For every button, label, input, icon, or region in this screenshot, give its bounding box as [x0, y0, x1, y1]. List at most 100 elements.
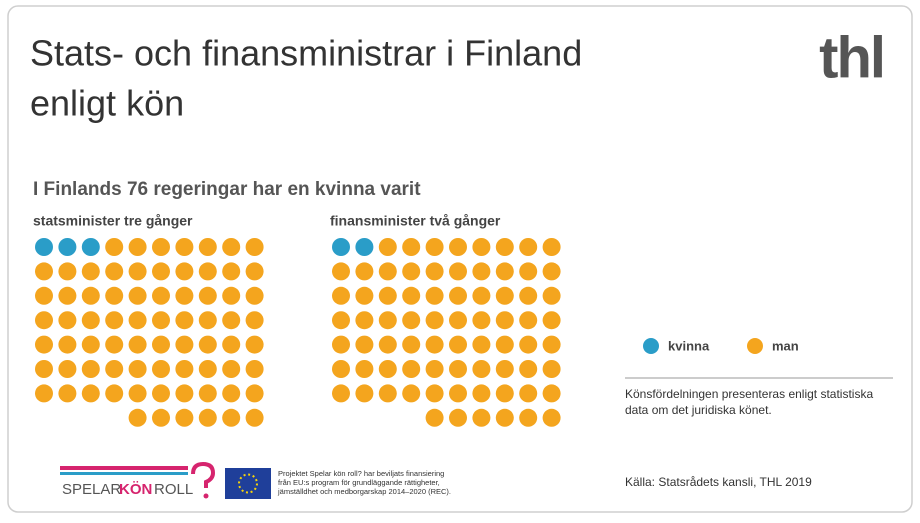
panel-title: statsminister tre gånger [33, 213, 193, 229]
waffle-dot [128, 335, 147, 354]
waffle-dot [175, 384, 194, 403]
waffle-dot [35, 384, 53, 403]
waffle-dot [222, 286, 241, 305]
waffle-dot [425, 360, 444, 378]
waffle-dot [198, 286, 217, 305]
waffle-dot [245, 262, 264, 281]
waffle-dot [402, 384, 421, 403]
waffle-dot [449, 262, 467, 281]
waffle-dot [128, 238, 147, 256]
logo-bar [60, 472, 188, 475]
waffle-dot [152, 238, 170, 256]
waffle-dot [472, 262, 491, 281]
waffle-dot [175, 360, 194, 378]
waffle-dot [425, 384, 444, 403]
waffle-dot [472, 311, 491, 330]
eu-text: jämställdhet och medborgarskap 2014–2020… [277, 487, 451, 496]
legend-swatch [643, 338, 659, 354]
waffle-dot [449, 286, 467, 305]
waffle-dot [542, 408, 561, 427]
title-line: enligt kön [30, 83, 184, 124]
waffle-dot [472, 286, 491, 305]
waffle-dot [105, 360, 124, 378]
waffle-dot [355, 262, 374, 281]
waffle-dot [378, 286, 397, 305]
waffle-dot [175, 286, 194, 305]
logo-word: KÖN [119, 481, 152, 498]
waffle-dot [81, 238, 100, 256]
waffle-dot [152, 335, 170, 354]
waffle-dot [519, 238, 538, 256]
legend-label: man [772, 338, 799, 353]
project-logo: SPELAR KÖN ROLL [60, 461, 216, 499]
waffle-dot [378, 262, 397, 281]
waffle-dot [425, 311, 444, 330]
waffle-dot [332, 384, 350, 403]
waffle-dot [425, 335, 444, 354]
waffle-dot [355, 238, 374, 256]
waffle-dot [495, 360, 514, 378]
waffle-dot [81, 360, 100, 378]
waffle-dot [35, 360, 53, 378]
waffle-dot [245, 286, 264, 305]
waffle-dot [198, 262, 217, 281]
logo-bar [60, 466, 188, 470]
waffle-dot [245, 335, 264, 354]
waffle-dot [449, 311, 467, 330]
waffle-dot [128, 408, 147, 427]
waffle-dot [198, 311, 217, 330]
waffle-dot [425, 262, 444, 281]
waffle-dot [519, 311, 538, 330]
chart-title: I Finlands 76 regeringar har en kvinna v… [33, 179, 421, 200]
waffle-dot [175, 238, 194, 256]
waffle-dot [105, 335, 124, 354]
waffle-dot [152, 262, 170, 281]
waffle-dot [542, 286, 561, 305]
legend-label: kvinna [668, 338, 710, 353]
waffle-dot [58, 335, 77, 354]
waffle-dot [198, 408, 217, 427]
title-line: Stats- och finansministrar i Finland [30, 33, 582, 74]
eu-stars [238, 473, 258, 494]
waffle-dot [152, 286, 170, 305]
waffle-dot [128, 311, 147, 330]
waffle-dot [472, 408, 491, 427]
waffle-dot [332, 311, 350, 330]
waffle-dot [35, 262, 53, 281]
waffle-dot [355, 335, 374, 354]
waffle-dot [105, 238, 124, 256]
waffle-dot [378, 238, 397, 256]
waffle-dot [449, 384, 467, 403]
waffle-dot [355, 311, 374, 330]
waffle-dot [519, 384, 538, 403]
waffle-dot [449, 408, 467, 427]
waffle-dot [355, 384, 374, 403]
waffle-dot [495, 286, 514, 305]
waffle-dot [105, 262, 124, 281]
waffle-dot [425, 408, 444, 427]
waffle-dot [152, 311, 170, 330]
eu-text: Projektet Spelar kön roll? har beviljats… [278, 469, 444, 478]
waffle-dot [519, 360, 538, 378]
waffle-dot [198, 238, 217, 256]
waffle-dot [81, 335, 100, 354]
waffle-dot [449, 360, 467, 378]
waffle-dot [245, 238, 264, 256]
waffle-dot [472, 335, 491, 354]
waffle-dot [402, 262, 421, 281]
waffle-dot [222, 335, 241, 354]
waffle-dot [449, 335, 467, 354]
waffle-dot [495, 262, 514, 281]
waffle-dot [58, 311, 77, 330]
note: data om det juridiska könet. [625, 403, 772, 417]
waffle-dot [81, 384, 100, 403]
waffle-dot [152, 384, 170, 403]
waffle-dot [402, 360, 421, 378]
waffle-dot [81, 262, 100, 281]
waffle-dot [128, 360, 147, 378]
waffle-dot [472, 360, 491, 378]
waffle-dot [35, 311, 53, 330]
waffle-dot [402, 238, 421, 256]
waffle-dot [105, 311, 124, 330]
waffle-dot [519, 335, 538, 354]
